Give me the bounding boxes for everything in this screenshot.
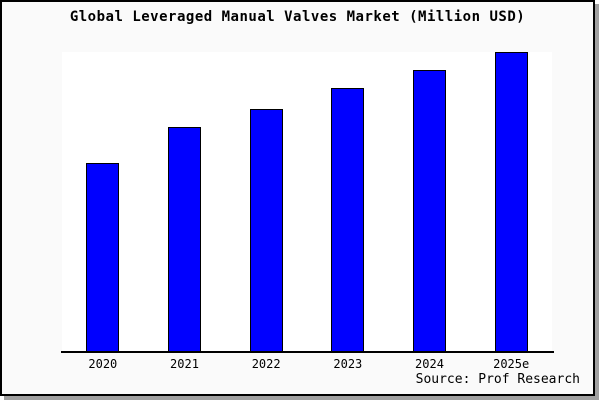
bar xyxy=(168,127,201,352)
chart-title: Global Leveraged Manual Valves Market (M… xyxy=(69,9,526,25)
bar xyxy=(494,52,528,352)
plot-area xyxy=(62,52,552,352)
bar xyxy=(249,109,283,352)
bar xyxy=(413,70,446,352)
x-axis-label: 2021 xyxy=(170,357,199,371)
x-axis-label: 2020 xyxy=(88,357,118,371)
x-axis-label: 2024 xyxy=(415,357,444,371)
x-axis-labels: 2020 2021 2022 2023 2024 2025e xyxy=(62,357,552,373)
x-axis-label: 2023 xyxy=(333,357,363,371)
source-text: Source: Prof Research xyxy=(415,372,580,387)
bar xyxy=(331,88,365,352)
x-axis-line xyxy=(61,351,554,353)
x-axis-label: 2025e xyxy=(493,357,530,371)
bar xyxy=(86,163,120,352)
x-axis-label: 2022 xyxy=(251,357,281,371)
